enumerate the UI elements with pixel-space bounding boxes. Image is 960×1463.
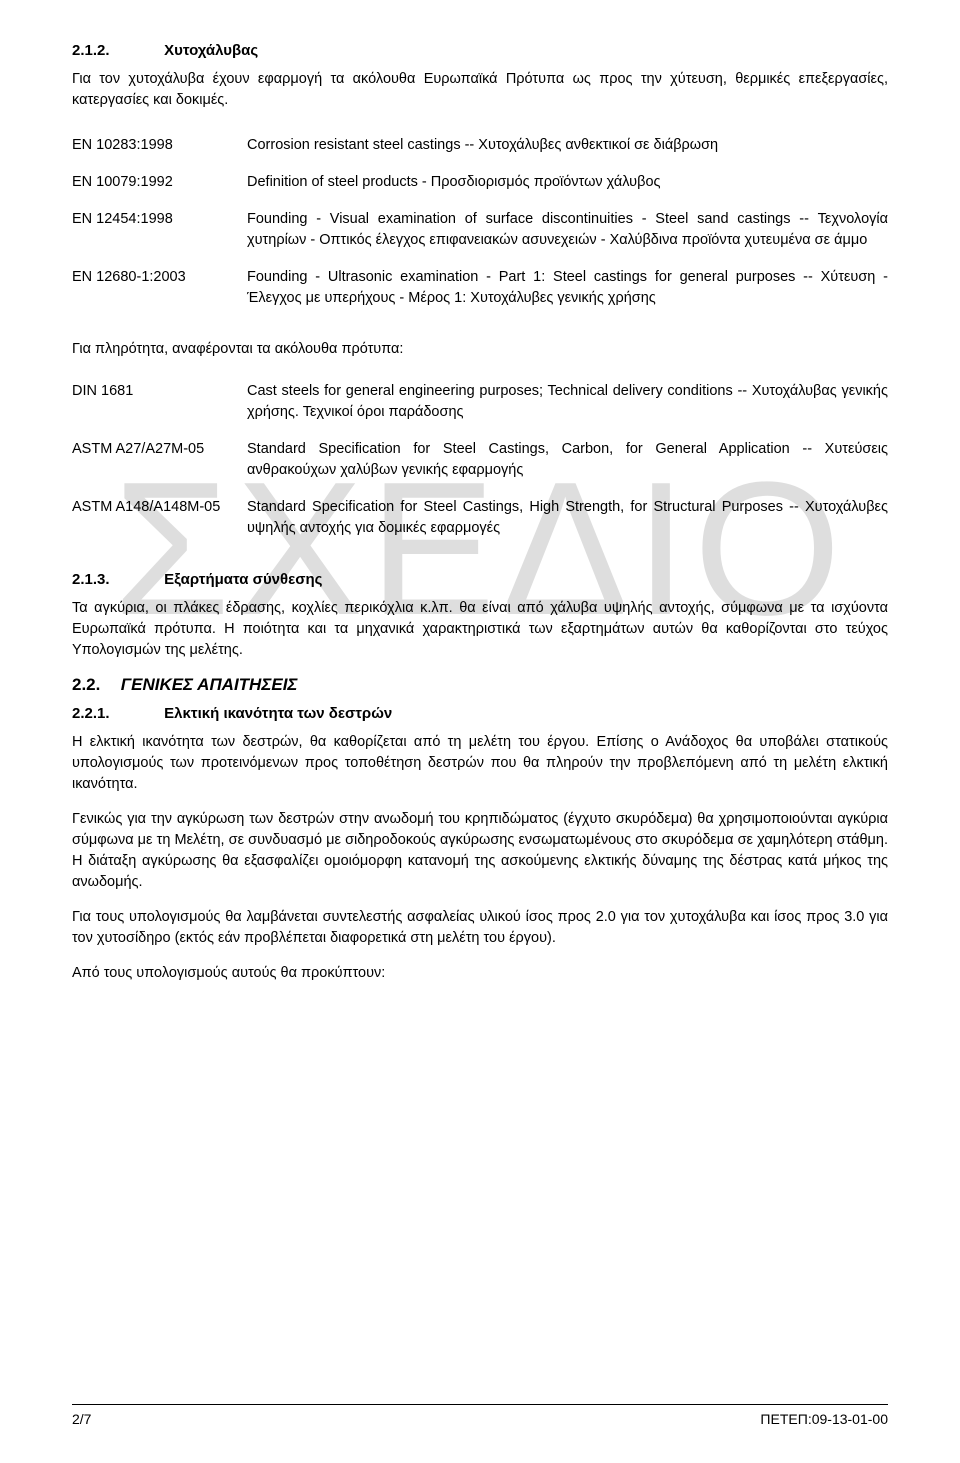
section-intro: Για τον χυτοχάλυβα έχουν εφαρμογή τα ακό…	[72, 69, 888, 111]
standard-desc: Founding - Visual examination of surface…	[247, 203, 888, 261]
standard-code: EN 10079:1992	[72, 166, 247, 203]
standards-table-2: DIN 1681 Cast steels for general enginee…	[72, 375, 888, 549]
heading-2-1-2: 2.1.2. Χυτοχάλυβας	[72, 42, 888, 59]
heading-title: Χυτοχάλυβας	[164, 42, 258, 59]
table-row: EN 12680-1:2003 Founding - Ultrasonic ex…	[72, 261, 888, 319]
table-row: DIN 1681 Cast steels for general enginee…	[72, 375, 888, 433]
standard-code: EN 12454:1998	[72, 203, 247, 261]
table-row: EN 10079:1992 Definition of steel produc…	[72, 166, 888, 203]
standard-code: EN 10283:1998	[72, 129, 247, 166]
document-code: ΠΕΤΕΠ:09-13-01-00	[760, 1411, 888, 1427]
standard-desc: Corrosion resistant steel castings -- Χυ…	[247, 129, 888, 166]
page-number: 2/7	[72, 1411, 91, 1427]
table-row: EN 12454:1998 Founding - Visual examinat…	[72, 203, 888, 261]
heading-title: ΓΕΝΙΚΕΣ ΑΠΑΙΤΗΣΕΙΣ	[121, 675, 298, 694]
standard-desc: Standard Specification for Steel Casting…	[247, 491, 888, 549]
heading-number: 2.2.	[72, 675, 116, 695]
heading-title: Ελκτική ικανότητα των δεστρών	[164, 705, 392, 722]
standard-code: ASTM A27/A27M-05	[72, 433, 247, 491]
standard-code: EN 12680-1:2003	[72, 261, 247, 319]
intertext: Για πληρότητα, αναφέρονται τα ακόλουθα π…	[72, 341, 888, 357]
heading-title: Εξαρτήματα σύνθεσης	[164, 571, 322, 588]
table-row: ASTM A27/A27M-05 Standard Specification …	[72, 433, 888, 491]
page-footer: 2/7 ΠΕΤΕΠ:09-13-01-00	[72, 1404, 888, 1427]
table-row: EN 10283:1998 Corrosion resistant steel …	[72, 129, 888, 166]
standard-desc: Cast steels for general engineering purp…	[247, 375, 888, 433]
paragraph: Γενικώς για την αγκύρωση των δεστρών στη…	[72, 809, 888, 893]
paragraph: Από τους υπολογισμούς αυτούς θα προκύπτο…	[72, 963, 888, 984]
heading-2-1-3: 2.1.3. Εξαρτήματα σύνθεσης	[72, 571, 888, 588]
paragraph: Για τους υπολογισμούς θα λαμβάνεται συντ…	[72, 907, 888, 949]
standard-desc: Standard Specification for Steel Casting…	[247, 433, 888, 491]
standard-code: DIN 1681	[72, 375, 247, 433]
heading-number: 2.1.3.	[72, 571, 160, 588]
paragraph: Η ελκτική ικανότητα των δεστρών, θα καθο…	[72, 732, 888, 795]
standard-desc: Founding - Ultrasonic examination - Part…	[247, 261, 888, 319]
table-row: ASTM A148/A148M-05 Standard Specificatio…	[72, 491, 888, 549]
heading-2-2: 2.2. ΓΕΝΙΚΕΣ ΑΠΑΙΤΗΣΕΙΣ	[72, 675, 888, 695]
standards-table-1: EN 10283:1998 Corrosion resistant steel …	[72, 129, 888, 319]
heading-number: 2.1.2.	[72, 42, 160, 59]
standard-desc: Definition of steel products - Προσδιορι…	[247, 166, 888, 203]
heading-2-2-1: 2.2.1. Ελκτική ικανότητα των δεστρών	[72, 705, 888, 722]
heading-number: 2.2.1.	[72, 705, 160, 722]
standard-code: ASTM A148/A148M-05	[72, 491, 247, 549]
paragraph: Τα αγκύρια, οι πλάκες έδρασης, κοχλίες π…	[72, 598, 888, 661]
